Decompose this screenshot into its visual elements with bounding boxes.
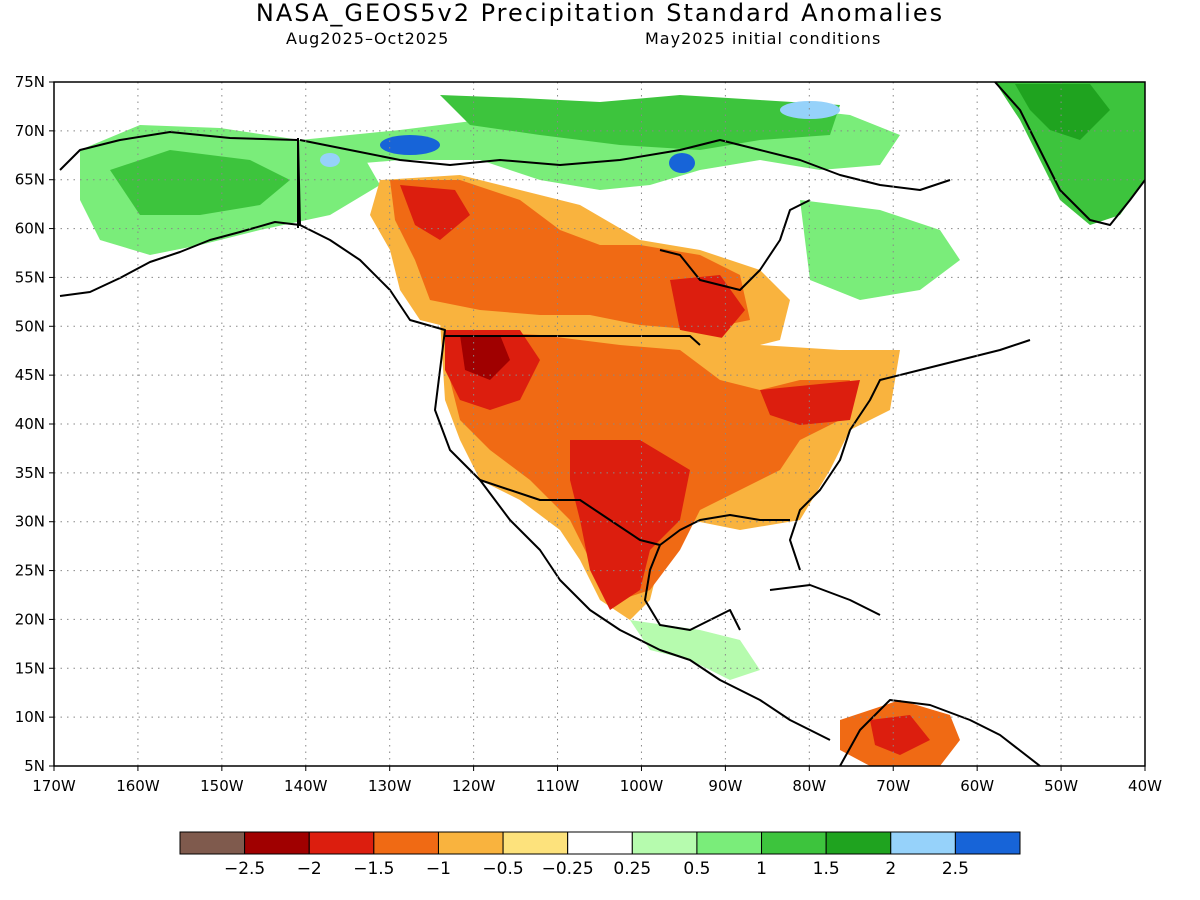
lon-tick-label: 110W: [536, 777, 580, 795]
colorbar-label: 1.5: [813, 859, 840, 879]
arctic-blue-spot-4: [780, 101, 840, 119]
texas-dry-core: [570, 440, 690, 610]
chart-title: NASA_GEOS5v2 Precipitation Standard Anom…: [255, 0, 945, 27]
colorbar-swatch: [631, 831, 698, 855]
lat-tick-label: 70N: [15, 122, 45, 140]
colorbar-swatch: [502, 831, 569, 855]
lon-tick-label: 80W: [792, 777, 826, 795]
lat-tick-label: 35N: [15, 464, 45, 482]
greenland-coast: [994, 82, 1145, 226]
south-america-coast: [839, 699, 1041, 766]
anomaly-shading: [80, 82, 1145, 766]
colorbar-label: −0.25: [542, 859, 594, 879]
lon-tick-label: 140W: [284, 777, 328, 795]
lat-tick-label: 30N: [15, 513, 45, 531]
colorbar-swatch: [954, 831, 1021, 855]
lon-tick-label: 100W: [620, 777, 664, 795]
us-mexico-border: [479, 479, 661, 546]
atlantic-coast: [789, 339, 1031, 571]
colorbar-swatch: [437, 831, 504, 855]
arctic-blue-spot-3: [669, 153, 695, 173]
arctic-coast: [299, 139, 951, 191]
greenland-core: [1015, 84, 1110, 140]
cuba-coast: [769, 584, 881, 616]
colorbar-swatch: [567, 831, 633, 855]
lat-tick-label: 60N: [15, 220, 45, 238]
lon-tick-label: 120W: [452, 777, 496, 795]
arctic-blue-spot-2: [320, 153, 340, 167]
longitude-axis: 170W 160W 150W 140W 130W 120W 110W 100W 90W 80W 70…: [32, 766, 1162, 795]
alaska-coast: [59, 131, 301, 297]
colorbar-label: −1.5: [353, 859, 394, 879]
lon-tick-label: 90W: [708, 777, 742, 795]
greenland-wet: [995, 82, 1145, 225]
arctic-blue-spot-1: [380, 135, 440, 155]
lat-tick-label: 45N: [15, 366, 45, 384]
canada-dry-core: [400, 185, 470, 240]
lat-tick-label: 65N: [15, 171, 45, 189]
colorbar-label: −2.5: [224, 859, 265, 879]
colorbar-swatch: [244, 831, 310, 855]
colorbar-swatch: [761, 831, 827, 855]
central-america-wet: [630, 620, 760, 680]
colorbar-label: 1: [756, 859, 767, 879]
colorbar-label: −0.5: [482, 859, 523, 879]
lon-tick-label: 130W: [368, 777, 412, 795]
colorbar-swatch: [373, 831, 439, 855]
lat-tick-label: 75N: [15, 73, 45, 91]
lat-tick-label: 50N: [15, 317, 45, 335]
colorbar-labels: −2.5 −2 −1.5 −1 −0.5 −0.25 0.25 0.5 1 1.5 2 2.5: [224, 859, 969, 879]
quebec-wet: [800, 200, 960, 300]
colorbar-swatch: [308, 831, 375, 855]
us-canada-border: [445, 335, 701, 346]
colorbar-swatch: [890, 831, 956, 855]
forecast-period: Aug2025–Oct2025: [286, 29, 450, 48]
pacific-coast: [299, 224, 831, 741]
latitude-axis: 5N 10N 15N 20N 25N 30N 35N 40N 45N 50N 55N 60N 65N 70…: [15, 73, 54, 775]
colorbar-label: −2: [297, 859, 322, 879]
arctic-wet-core: [440, 95, 840, 150]
colorbar-swatch: [179, 831, 246, 855]
lon-tick-label: 150W: [200, 777, 244, 795]
hudson-bay-coast: [659, 199, 811, 291]
alaska-wet-core: [110, 150, 290, 215]
venezuela-dry-core: [870, 715, 930, 755]
lat-tick-label: 25N: [15, 562, 45, 580]
lat-tick-label: 5N: [24, 757, 45, 775]
lon-tick-label: 40W: [1128, 777, 1162, 795]
colorbar: [179, 831, 1021, 855]
lat-tick-label: 10N: [15, 708, 45, 726]
map-plot-area: [54, 82, 1145, 766]
initial-conditions: May2025 initial conditions: [645, 29, 882, 48]
lon-tick-label: 50W: [1044, 777, 1078, 795]
colorbar-swatch: [825, 831, 892, 855]
colorbar-label: −1: [426, 859, 451, 879]
ontario-dry-core: [670, 275, 745, 340]
lon-tick-label: 60W: [960, 777, 994, 795]
pnw-extreme-core: [460, 335, 510, 380]
gulf-coast: [644, 514, 790, 631]
colorbar-label: 2: [885, 859, 896, 879]
ohio-dry-core: [760, 380, 860, 425]
canada-dry-mid: [390, 180, 750, 330]
coastlines: [59, 82, 1145, 766]
colorbar-label: 2.5: [942, 859, 969, 879]
colorbar-label: 0.25: [613, 859, 651, 879]
colorbar-swatch: [696, 831, 763, 855]
colorbar-label: 0.5: [683, 859, 710, 879]
lon-tick-label: 70W: [876, 777, 910, 795]
lat-tick-label: 20N: [15, 610, 45, 628]
lat-tick-label: 15N: [15, 659, 45, 677]
lon-tick-label: 170W: [32, 777, 76, 795]
lat-tick-label: 40N: [15, 415, 45, 433]
lat-tick-label: 55N: [15, 268, 45, 286]
lon-tick-label: 160W: [116, 777, 160, 795]
